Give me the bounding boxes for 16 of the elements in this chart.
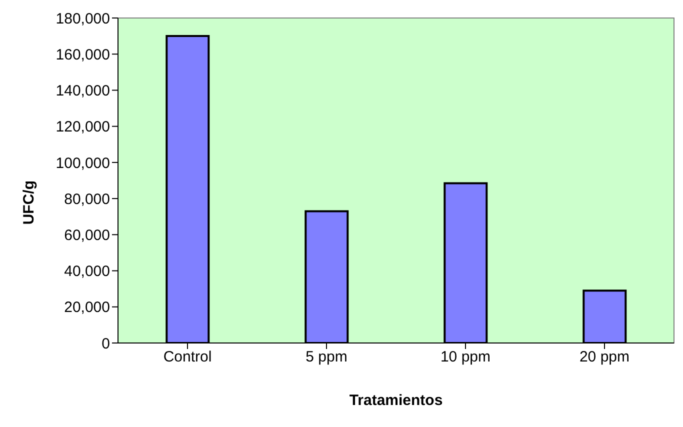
y-tick-label: 0 [102,335,110,352]
y-tick-label: 160,000 [56,46,110,64]
y-tick-label: 20,000 [64,299,110,316]
y-tick-label: 40,000 [64,263,110,280]
x-axis-title: Tratamientos [349,392,443,409]
y-tick-label: 80,000 [64,190,110,208]
x-tick-label: 20 ppm [579,348,630,366]
y-tick-label: 60,000 [64,226,110,244]
y-tick-label: 120,000 [56,118,110,136]
y-tick-label: 140,000 [56,82,110,100]
y-axis-title: UFC/g [20,180,38,225]
x-tick-label: 10 ppm [440,348,491,366]
x-tick-label: 5 ppm [306,348,348,366]
y-tick-label: 100,000 [56,154,110,172]
x-tick-label: Control [163,348,212,366]
y-tick-label: 180,000 [56,10,110,28]
